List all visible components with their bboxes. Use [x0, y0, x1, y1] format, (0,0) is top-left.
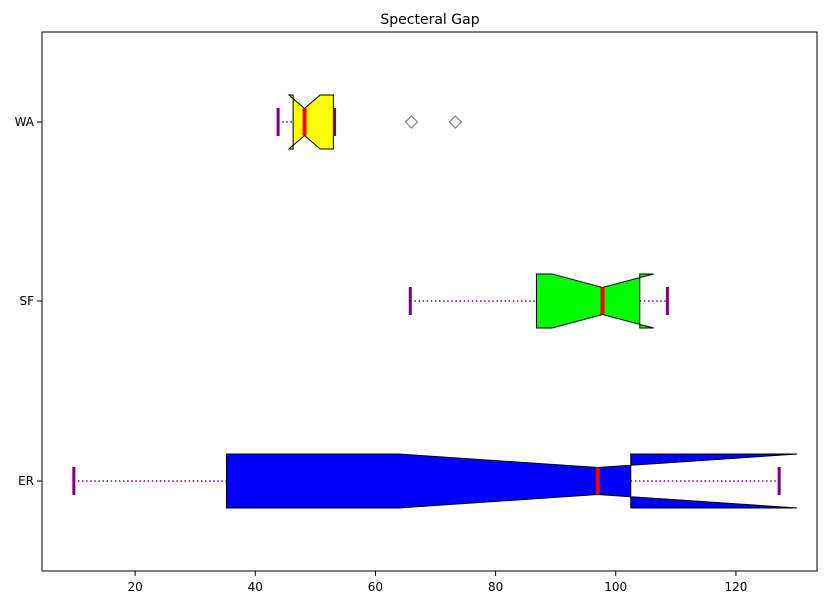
- outlier-point: [404, 115, 419, 129]
- box-group-wa: [276, 94, 463, 150]
- box-group-sf: [408, 273, 669, 329]
- x-axis: 20 40 60 80 100 120: [127, 571, 747, 594]
- y-axis: ER SF WA: [15, 115, 42, 488]
- y-tick-label: WA: [15, 115, 35, 129]
- x-tick-label: 100: [604, 580, 627, 594]
- x-tick-label: 40: [248, 580, 263, 594]
- box-group-er: [72, 453, 798, 509]
- plot-area: [72, 94, 798, 509]
- notched-box: [225, 453, 798, 509]
- x-tick-label: 80: [488, 580, 503, 594]
- notched-box: [287, 94, 334, 150]
- x-tick-label: 120: [724, 580, 747, 594]
- chart-title: Specteral Gap: [380, 12, 479, 28]
- x-tick-label: 20: [127, 580, 142, 594]
- outlier-point: [448, 115, 463, 129]
- x-tick-label: 60: [368, 580, 383, 594]
- y-tick-label: SF: [19, 294, 34, 308]
- y-tick-label: ER: [18, 474, 34, 488]
- notched-box: [535, 273, 654, 329]
